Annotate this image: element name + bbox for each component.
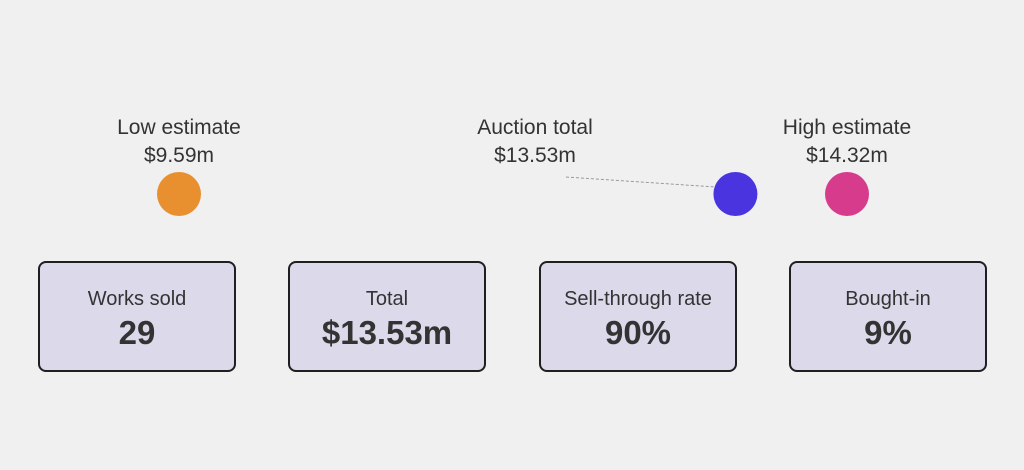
stat-value: 9% [864, 314, 912, 351]
stat-card-bought-in: Bought-in 9% [789, 261, 987, 372]
auction-total-value: $13.53m [494, 144, 576, 167]
stat-card-total: Total $13.53m [288, 261, 486, 372]
high-estimate-label: High estimate $14.32m [737, 114, 957, 170]
auction-total-label: Auction total $13.53m [425, 114, 645, 170]
stat-label: Bought-in [845, 288, 931, 310]
stat-value: 90% [604, 314, 672, 351]
high-estimate-value: $14.32m [806, 144, 888, 167]
auction-total-leader-line [565, 176, 716, 188]
stat-label: Total [365, 288, 409, 310]
low-estimate-marker [157, 172, 201, 216]
stat-value: 29 [118, 314, 156, 351]
stat-label: Works sold [87, 288, 187, 310]
low-estimate-label: Low estimate $9.59m [69, 114, 289, 170]
auction-total-title: Auction total [477, 116, 593, 139]
low-estimate-value: $9.59m [143, 144, 215, 167]
stat-value: $13.53m [321, 314, 453, 351]
high-estimate-marker [825, 172, 869, 216]
stat-card-sell-through-rate: Sell-through rate 90% [539, 261, 737, 372]
low-estimate-title: Low estimate [117, 116, 241, 139]
total-estimate-marker [713, 172, 758, 216]
stat-card-works-sold: Works sold 29 [38, 261, 236, 372]
stat-label: Sell-through rate [564, 288, 712, 310]
high-estimate-title: High estimate [782, 116, 912, 139]
